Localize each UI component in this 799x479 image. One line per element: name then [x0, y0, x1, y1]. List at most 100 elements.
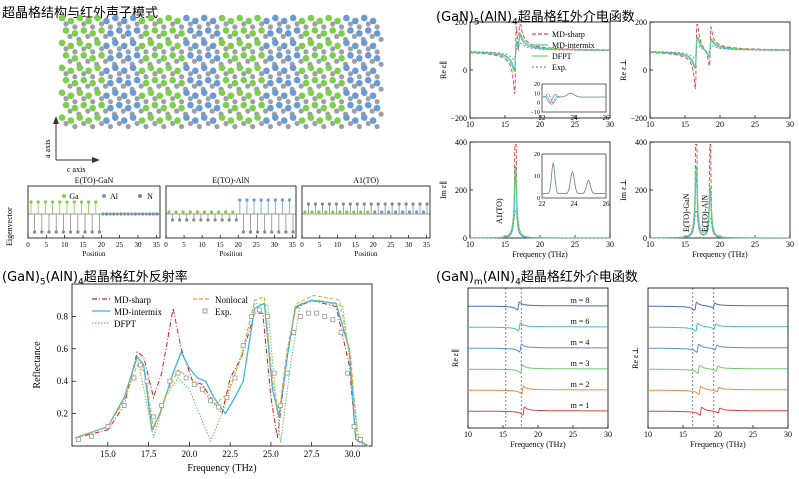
reflectance-title: (GaN)5(AlN)4超晶格红外反射率 [2, 270, 188, 288]
atom [373, 79, 381, 87]
atom [267, 30, 274, 37]
atom [338, 123, 345, 130]
atom [218, 89, 226, 96]
atom [58, 39, 66, 47]
atom [196, 79, 203, 87]
atom [134, 96, 140, 102]
atom [325, 89, 332, 96]
atom [330, 46, 336, 52]
dielectric-x-tick-label: 30 [786, 240, 794, 249]
atom [320, 104, 328, 112]
atom [245, 83, 251, 89]
atom [204, 101, 212, 109]
atom [293, 76, 301, 84]
atom [369, 58, 375, 64]
eigen-marker [407, 210, 412, 214]
atom [374, 24, 380, 30]
reflectance-legend-label: Exp. [215, 307, 232, 317]
eigen-marker [115, 212, 119, 216]
dielectric-annotation: E(TO)-GaN [682, 193, 691, 232]
reflectance-exp-marker [167, 378, 173, 384]
atom [209, 33, 215, 40]
atom [360, 14, 368, 22]
atom [280, 117, 288, 124]
eigen-marker [108, 212, 112, 216]
m-series-label: m = 2 [571, 380, 590, 389]
atom [107, 49, 114, 55]
atom [245, 17, 252, 25]
atom [152, 71, 158, 77]
atom [67, 117, 75, 124]
dielectric-series-line [470, 209, 610, 239]
atom [298, 58, 304, 64]
atom [116, 120, 122, 127]
atom [62, 76, 70, 84]
atom [321, 24, 327, 30]
eigen-x-tick-label: 30 [405, 241, 413, 249]
atom [293, 101, 301, 109]
atom [307, 39, 315, 47]
m-series-line [648, 301, 788, 311]
atom [330, 120, 336, 127]
atom [124, 55, 132, 62]
eigen-marker [425, 202, 429, 206]
atom [72, 123, 78, 130]
atom [156, 42, 164, 50]
atom [143, 49, 149, 55]
atom [80, 52, 88, 59]
atom [196, 74, 202, 80]
m-series-line [648, 343, 788, 353]
atom [205, 21, 211, 27]
atom [94, 89, 101, 96]
atom [85, 58, 91, 64]
dielectric-x-tick-label: 30 [786, 120, 794, 129]
atom [125, 123, 131, 130]
eigen-panel-frame [301, 185, 431, 239]
atom [187, 21, 194, 27]
atom [200, 39, 208, 47]
atom [129, 64, 137, 72]
atom [129, 89, 137, 96]
reflectance-exp-marker [183, 375, 189, 381]
atom [272, 39, 279, 47]
dielectric-y-tick-label: 0 [643, 234, 647, 243]
atom [200, 14, 208, 22]
atom [165, 14, 172, 22]
atom [138, 42, 146, 50]
eigen-marker [170, 218, 175, 222]
dielectric-series-line [649, 45, 790, 59]
atom [102, 83, 109, 89]
atom [316, 42, 324, 50]
atom [365, 21, 371, 27]
eigen-marker [33, 230, 37, 234]
atom [360, 64, 368, 72]
atom [90, 74, 96, 80]
atom [272, 89, 279, 96]
atom [227, 92, 235, 99]
atom [196, 55, 203, 62]
atom [223, 96, 229, 102]
atom [165, 39, 172, 47]
atom [205, 96, 211, 102]
atom [160, 104, 168, 112]
atom [161, 49, 167, 55]
atom [151, 76, 159, 84]
atom [249, 55, 256, 62]
atom [213, 30, 221, 37]
atom [334, 108, 340, 114]
dielectric-legend-label: MD-intermix [552, 41, 595, 50]
atom [134, 120, 140, 127]
atom [107, 55, 114, 62]
atom [352, 92, 359, 99]
atom [209, 83, 215, 89]
atom [231, 30, 239, 37]
atom [85, 117, 92, 124]
atom [205, 71, 211, 77]
dielectric-legend-label: Exp. [552, 63, 567, 72]
atom [205, 120, 211, 127]
atom [183, 64, 190, 72]
reflectance-x-tick-label: 20.0 [182, 449, 198, 459]
atom [222, 27, 230, 34]
atom [280, 83, 286, 89]
atom [351, 83, 358, 89]
